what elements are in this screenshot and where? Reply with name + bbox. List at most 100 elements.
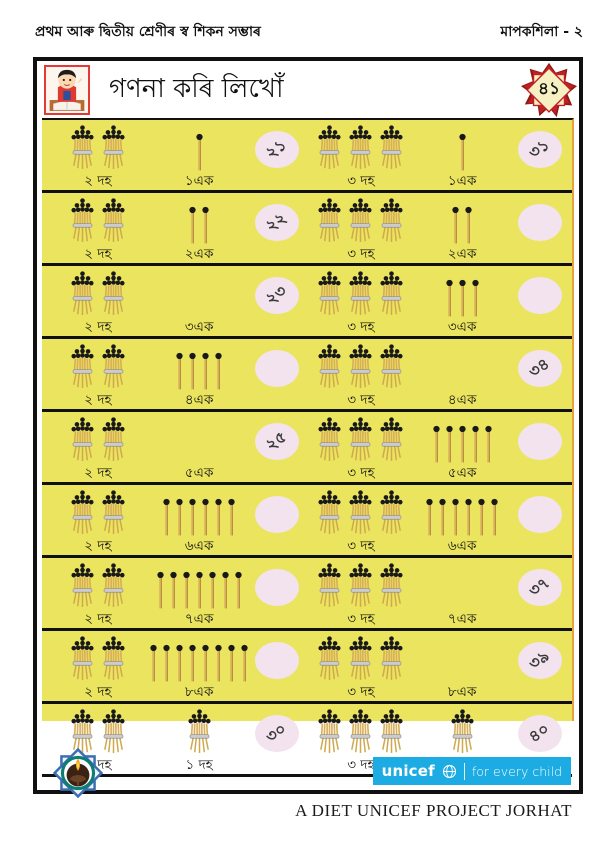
tens-icons bbox=[316, 706, 405, 757]
ones-label: ৪এক bbox=[184, 392, 214, 408]
matchstick-bundle-icon bbox=[349, 343, 373, 389]
header-right-text: মাপকশিলা - ২ bbox=[500, 24, 583, 40]
tens-icons bbox=[316, 633, 405, 684]
tens-group: ৩ দহ bbox=[307, 706, 415, 773]
tens-group: ২ দহ bbox=[44, 560, 152, 627]
exercise-cell-left: ২ দহ ১ দহ ৩০ bbox=[44, 706, 307, 773]
matchstick-bundle-icon bbox=[101, 489, 126, 535]
matchstick-bundle-icon bbox=[380, 270, 404, 316]
answer-value: ২১ bbox=[262, 134, 291, 163]
ones-group: ২এক bbox=[152, 195, 247, 262]
answer-slot: ৪০ bbox=[510, 706, 570, 773]
ones-label: ৪এক bbox=[447, 392, 477, 408]
matchstick-icon bbox=[163, 644, 170, 682]
tens-label: ২ দহ bbox=[84, 538, 112, 554]
matchstick-icon bbox=[465, 206, 472, 244]
tens-group: ২ দহ bbox=[44, 195, 152, 262]
tens-label: ৩ দহ bbox=[347, 538, 375, 554]
tens-group: ২ দহ bbox=[44, 122, 152, 189]
tens-icons bbox=[69, 122, 127, 173]
tens-group: ৩ দহ bbox=[307, 195, 415, 262]
exercise-row: ২ দহ ৬এক ৩ দহ ৬এক bbox=[42, 485, 572, 558]
page-frame: গণনা কৰি লিখোঁ ৪১ ২ দহ ১এক ২১ bbox=[33, 57, 583, 799]
ones-label: ১এক bbox=[447, 173, 477, 189]
ones-label: ৭এক bbox=[184, 611, 214, 627]
exercise-row: ২ দহ ৭এক ৩ দহ ৭এক ৩৭ bbox=[42, 558, 572, 631]
matchstick-bundle-icon bbox=[349, 708, 373, 754]
ones-group: ১এক bbox=[152, 122, 247, 189]
matchstick-bundle-icon bbox=[101, 635, 126, 681]
answer-circle bbox=[517, 496, 562, 533]
matchstick-icon bbox=[491, 498, 498, 536]
exercise-cell-left: ২ দহ ১এক ২১ bbox=[44, 122, 307, 189]
ones-group: ৬এক bbox=[152, 487, 247, 554]
matchstick-bundle-icon bbox=[349, 270, 373, 316]
tens-icons bbox=[69, 341, 127, 392]
matchstick-icon bbox=[189, 352, 196, 390]
matchstick-icon bbox=[228, 644, 235, 682]
tens-icons bbox=[69, 633, 127, 684]
tens-group: ৩ দহ bbox=[307, 268, 415, 335]
ones-label: ৮এক bbox=[184, 684, 214, 700]
matchstick-icon bbox=[452, 498, 459, 536]
answer-circle: ৩৭ bbox=[517, 569, 562, 606]
ones-icons bbox=[432, 425, 493, 465]
matchstick-bundle-icon bbox=[349, 124, 373, 170]
exercise-cell-left: ২ দহ ৪এক bbox=[44, 341, 307, 408]
matchstick-icon bbox=[189, 206, 196, 244]
matchstick-bundle-icon bbox=[187, 708, 212, 754]
ones-label: ৩এক bbox=[184, 319, 214, 335]
exercise-cell-right: ৩ দহ ৫এক bbox=[307, 414, 570, 481]
tens-group: ২ দহ bbox=[44, 633, 152, 700]
matchstick-bundle-icon bbox=[70, 197, 95, 243]
ones-group: ১এক bbox=[415, 122, 510, 189]
tens-label: ৩ দহ bbox=[347, 319, 375, 335]
matchstick-bundle-icon bbox=[70, 124, 95, 170]
matchstick-icon bbox=[196, 133, 203, 171]
exercise-cell-right: ৩ দহ ১এক ৩১ bbox=[307, 122, 570, 189]
tens-group: ৩ দহ bbox=[307, 633, 415, 700]
answer-slot bbox=[510, 268, 570, 335]
answer-value: ৪০ bbox=[525, 718, 554, 747]
answer-value: ৩৯ bbox=[525, 645, 554, 674]
answer-circle bbox=[254, 642, 299, 679]
tens-group: ২ দহ bbox=[44, 268, 152, 335]
ones-group: ৫এক bbox=[152, 414, 247, 481]
matchstick-bundle-icon bbox=[380, 635, 404, 681]
exercise-cell-left: ২ দহ ৮এক bbox=[44, 633, 307, 700]
matchstick-bundle-icon bbox=[70, 562, 95, 608]
matchstick-icon bbox=[189, 644, 196, 682]
answer-value: ২৫ bbox=[262, 426, 291, 455]
ones-label: ২এক bbox=[184, 246, 214, 262]
answer-slot bbox=[510, 487, 570, 554]
matchstick-icon bbox=[209, 571, 216, 609]
tens-icons bbox=[316, 414, 405, 465]
tens-label: ২ দহ bbox=[84, 684, 112, 700]
exercise-cell-right: ৩ দহ ৬এক bbox=[307, 487, 570, 554]
ones-label: ১ দহ bbox=[185, 757, 213, 773]
matchstick-bundle-icon bbox=[318, 635, 342, 681]
matchstick-icon bbox=[215, 498, 222, 536]
exercise-cell-left: ২ দহ ৭এক bbox=[44, 560, 307, 627]
matchstick-bundle-icon bbox=[380, 562, 404, 608]
answer-slot: ২২ bbox=[247, 195, 307, 262]
tens-label: ২ দহ bbox=[84, 319, 112, 335]
matchstick-bundle-icon bbox=[318, 708, 342, 754]
matchstick-bundle-icon bbox=[349, 562, 373, 608]
exercise-cell-right: ৩ দহ ৪এক ৩৪ bbox=[307, 341, 570, 408]
ones-icons bbox=[186, 706, 213, 757]
matchstick-icon bbox=[196, 571, 203, 609]
matchstick-icon bbox=[170, 571, 177, 609]
matchstick-icon bbox=[176, 352, 183, 390]
matchstick-bundle-icon bbox=[349, 489, 373, 535]
matchstick-bundle-icon bbox=[101, 124, 126, 170]
exercise-cell-left: ২ দহ ৬এক bbox=[44, 487, 307, 554]
tens-label: ৩ দহ bbox=[347, 757, 375, 773]
ones-icons bbox=[449, 706, 476, 757]
ones-group: ৫এক bbox=[415, 414, 510, 481]
matchstick-icon bbox=[163, 498, 170, 536]
answer-value: ৩৪ bbox=[525, 353, 554, 382]
answer-slot: ২৩ bbox=[247, 268, 307, 335]
unicef-globe-icon bbox=[442, 764, 456, 778]
